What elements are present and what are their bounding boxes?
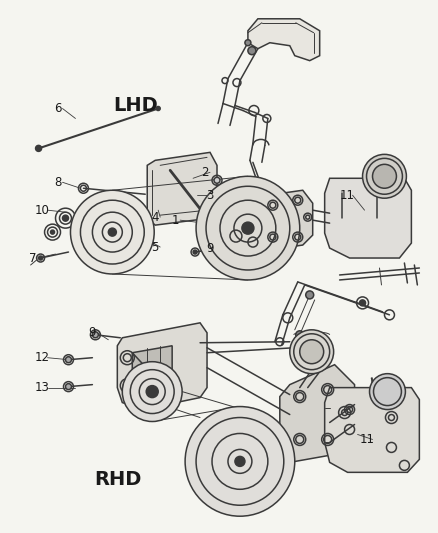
Polygon shape xyxy=(325,178,411,258)
Text: 5: 5 xyxy=(152,240,159,254)
Circle shape xyxy=(235,456,245,466)
Text: 11: 11 xyxy=(360,433,375,446)
Circle shape xyxy=(92,332,99,338)
Text: 11: 11 xyxy=(340,189,355,201)
Polygon shape xyxy=(280,365,355,462)
Circle shape xyxy=(35,146,42,151)
Circle shape xyxy=(156,107,160,110)
Circle shape xyxy=(214,177,220,183)
Text: 6: 6 xyxy=(54,102,61,115)
Text: LHD: LHD xyxy=(113,96,158,115)
Circle shape xyxy=(50,230,54,234)
Text: 13: 13 xyxy=(35,381,50,394)
Text: 9: 9 xyxy=(88,326,96,340)
Circle shape xyxy=(66,384,71,390)
Circle shape xyxy=(39,256,42,260)
Text: 12: 12 xyxy=(35,351,50,364)
Polygon shape xyxy=(132,346,172,402)
Circle shape xyxy=(71,190,154,274)
Circle shape xyxy=(245,40,251,46)
Circle shape xyxy=(248,47,256,55)
Circle shape xyxy=(193,250,197,254)
Circle shape xyxy=(296,331,304,339)
Circle shape xyxy=(122,362,182,422)
Circle shape xyxy=(146,385,158,398)
Polygon shape xyxy=(248,19,320,61)
Text: 7: 7 xyxy=(29,252,36,264)
Text: 4: 4 xyxy=(152,211,159,224)
Circle shape xyxy=(63,215,68,221)
Polygon shape xyxy=(117,323,207,409)
Circle shape xyxy=(66,357,71,362)
Circle shape xyxy=(108,228,117,236)
Circle shape xyxy=(196,176,300,280)
Circle shape xyxy=(242,222,254,234)
Circle shape xyxy=(306,291,314,299)
Circle shape xyxy=(185,407,295,516)
Text: 2: 2 xyxy=(201,166,209,179)
Circle shape xyxy=(360,300,366,306)
Polygon shape xyxy=(325,387,419,472)
Polygon shape xyxy=(147,152,217,225)
Circle shape xyxy=(290,330,334,374)
Polygon shape xyxy=(258,190,313,250)
Circle shape xyxy=(372,164,396,188)
Text: 3: 3 xyxy=(206,189,214,201)
Text: 10: 10 xyxy=(35,204,50,217)
Circle shape xyxy=(363,155,406,198)
Circle shape xyxy=(370,374,406,409)
Text: RHD: RHD xyxy=(95,470,142,489)
Circle shape xyxy=(300,340,324,364)
Text: 1: 1 xyxy=(171,214,179,227)
Text: 9: 9 xyxy=(206,241,214,255)
Text: 8: 8 xyxy=(54,176,61,189)
